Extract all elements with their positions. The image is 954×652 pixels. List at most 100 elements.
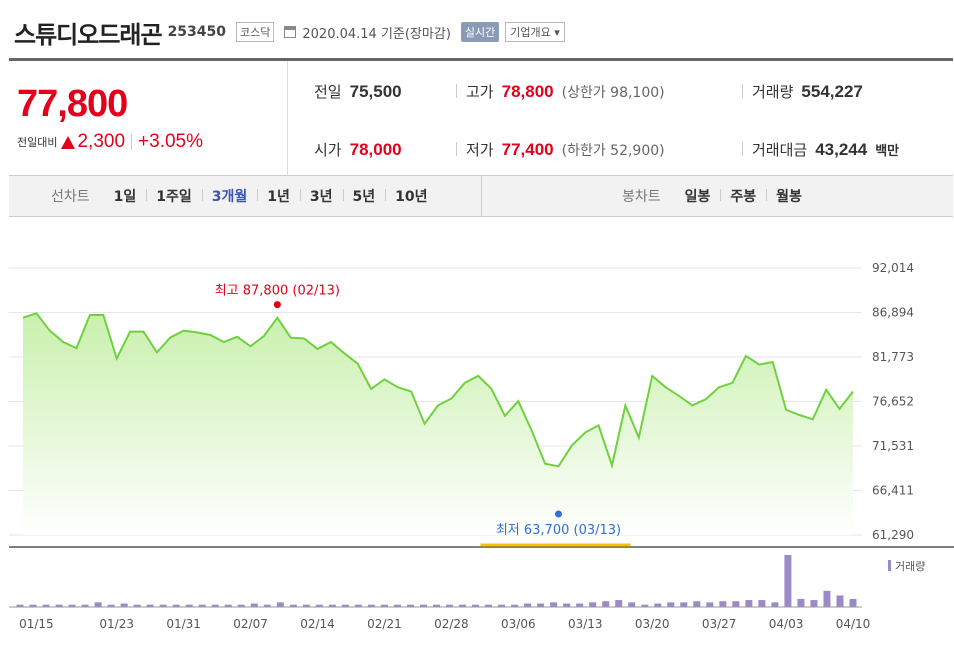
low-marker [554,510,562,518]
tab-weekly[interactable]: 주봉 [720,186,766,206]
chart-tab-bar: 선차트 1일 1주일 3개월 1년 3년 5년 10년 봉차트 일봉 주봉 월봉 [9,176,953,217]
volume-bar [276,602,284,607]
x-tick-label: 04/10 [836,617,871,631]
volume-bar [745,600,753,607]
volume-bar [406,604,414,607]
x-tick-label: 03/27 [702,617,737,631]
volume-bar [563,603,571,607]
open-stat: 시가 78,000 [314,139,402,160]
volume-bar [250,603,258,607]
divider [742,142,743,156]
change-percent: +3.05% [138,131,204,152]
high-stat: 고가 78,800 (상한가 98,100) [466,81,665,102]
volume-bar [654,603,662,607]
open-label: 시가 [314,141,342,159]
divider [742,84,743,98]
y-tick-label: 71,531 [872,439,914,453]
volume-bar [550,602,558,607]
prev-close-label: 전일 [314,83,342,101]
market-badge: 코스닥 [236,22,275,42]
volume-bar [589,602,597,607]
x-tick-label: 02/21 [367,617,402,631]
open-value: 78,000 [349,139,402,159]
volume-bar [198,604,206,607]
tab-1d[interactable]: 1일 [113,189,137,205]
volume-bar [706,602,714,607]
realtime-button[interactable]: 실시간 [460,22,500,42]
amount-unit: 백만 [875,144,900,159]
company-overview-button[interactable]: 기업개요 ▾ [505,22,565,42]
tab-monthly[interactable]: 월봉 [766,186,812,206]
tab-5y[interactable]: 5년 [342,186,386,206]
volume-bar [459,604,467,607]
volume-bar [576,603,584,607]
volume-bar [107,604,115,607]
volume-bar [120,603,128,607]
chevron-down-icon: ▾ [554,26,560,39]
volume-bar [797,598,805,607]
x-tick-label: 02/28 [434,617,469,631]
tab-10y[interactable]: 10년 [385,186,437,206]
volume-bar [367,604,375,607]
amount-stat: 거래대금 43,244 백만 [752,139,899,160]
volume-bar [511,604,519,607]
volume-bar [172,604,180,607]
y-tick-label: 92,014 [872,261,914,275]
volume-bar [302,604,310,607]
volume-bar [784,555,792,607]
tab-1w[interactable]: 1주일 [146,186,202,206]
volume-bar [419,604,427,607]
low-label: 저가 [466,141,494,159]
divider [456,84,457,98]
volume-value: 554,227 [801,81,863,101]
divider [131,134,133,150]
x-tick-label: 01/15 [19,617,54,631]
price-box: 77,800 전일대비 2,300 +3.05% [9,61,288,176]
change-row: 전일대비 2,300 +3.05% [17,131,203,153]
volume-bar [641,604,649,607]
volume-bar [602,601,610,607]
low-stat: 저가 77,400 (하한가 52,900) [466,139,665,160]
volume-bar [393,604,401,607]
divider [456,142,457,156]
volume-bar [693,601,701,607]
volume-legend-swatch [888,560,891,571]
x-tick-label: 02/14 [300,617,335,631]
volume-bar [810,600,818,607]
volume-bar [380,604,388,607]
volume-legend-label: 거래량 [895,560,925,573]
high-label: 고가 [466,83,494,101]
low-annotation: 최저 63,700 (03/13) [496,523,621,538]
prev-close-stat: 전일 75,500 [314,81,402,102]
volume-bar [680,602,688,607]
volume-bar [485,604,493,607]
candle-chart-tabs: 봉차트 일봉 주봉 월봉 [622,176,812,216]
x-tick-label: 03/13 [568,617,603,631]
volume-bar [81,604,89,607]
volume-bar [42,604,50,607]
tab-daily[interactable]: 일봉 [684,189,711,205]
volume-bar [354,604,362,607]
volume-bar [836,595,844,607]
up-triangle-icon [61,135,76,149]
change-amount: 2,300 [77,131,126,152]
x-tick-label: 03/06 [501,617,536,631]
volume-bar [446,604,454,607]
volume-bar [537,603,545,607]
tab-1y[interactable]: 1년 [257,186,300,206]
quote-panel: 77,800 전일대비 2,300 +3.05% 전일 75,500 고가 78… [9,58,953,176]
volume-bar [29,604,37,607]
stock-name: 스튜디오드래곤 [14,20,163,49]
volume-label: 거래량 [752,83,794,101]
line-chart-tabs: 선차트 1일 1주일 3개월 1년 3년 5년 10년 [51,176,438,216]
volume-bar [849,598,857,607]
volume-bar [16,604,24,607]
amount-label: 거래대금 [752,141,808,159]
volume-bar [185,604,193,607]
volume-bar [315,604,323,607]
high-marker [273,301,281,309]
tab-3m[interactable]: 3개월 [201,186,258,206]
tab-3y[interactable]: 3년 [299,186,343,206]
x-tick-label: 04/03 [769,617,804,631]
volume-bar [823,590,831,607]
